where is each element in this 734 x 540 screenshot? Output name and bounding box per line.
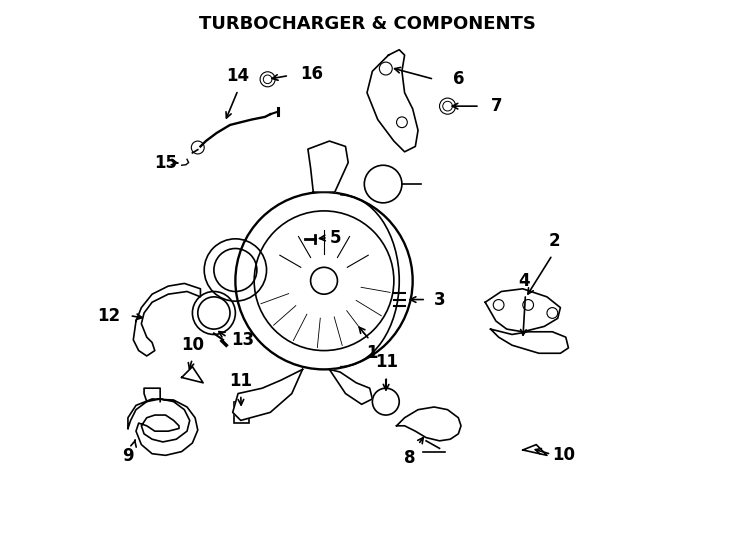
Text: 10: 10 (553, 447, 575, 464)
Polygon shape (308, 141, 348, 192)
Text: 16: 16 (300, 65, 323, 83)
Text: 12: 12 (97, 307, 120, 325)
Text: 11: 11 (375, 353, 398, 371)
Text: 1: 1 (366, 344, 378, 362)
Text: 2: 2 (548, 232, 560, 250)
Text: TURBOCHARGER & COMPONENTS: TURBOCHARGER & COMPONENTS (199, 15, 535, 33)
Text: 7: 7 (490, 97, 502, 115)
Text: 15: 15 (154, 153, 177, 172)
Text: 10: 10 (181, 336, 204, 354)
Polygon shape (233, 369, 302, 421)
Text: 3: 3 (434, 291, 446, 308)
Bar (233, 402, 249, 423)
Text: 11: 11 (229, 372, 252, 390)
Text: 9: 9 (122, 447, 134, 465)
Text: 5: 5 (330, 229, 341, 247)
Polygon shape (330, 369, 372, 404)
Text: 4: 4 (519, 272, 530, 290)
Text: 14: 14 (227, 66, 250, 85)
Text: 6: 6 (453, 70, 465, 88)
Text: 8: 8 (404, 449, 415, 467)
Text: 13: 13 (232, 331, 255, 349)
